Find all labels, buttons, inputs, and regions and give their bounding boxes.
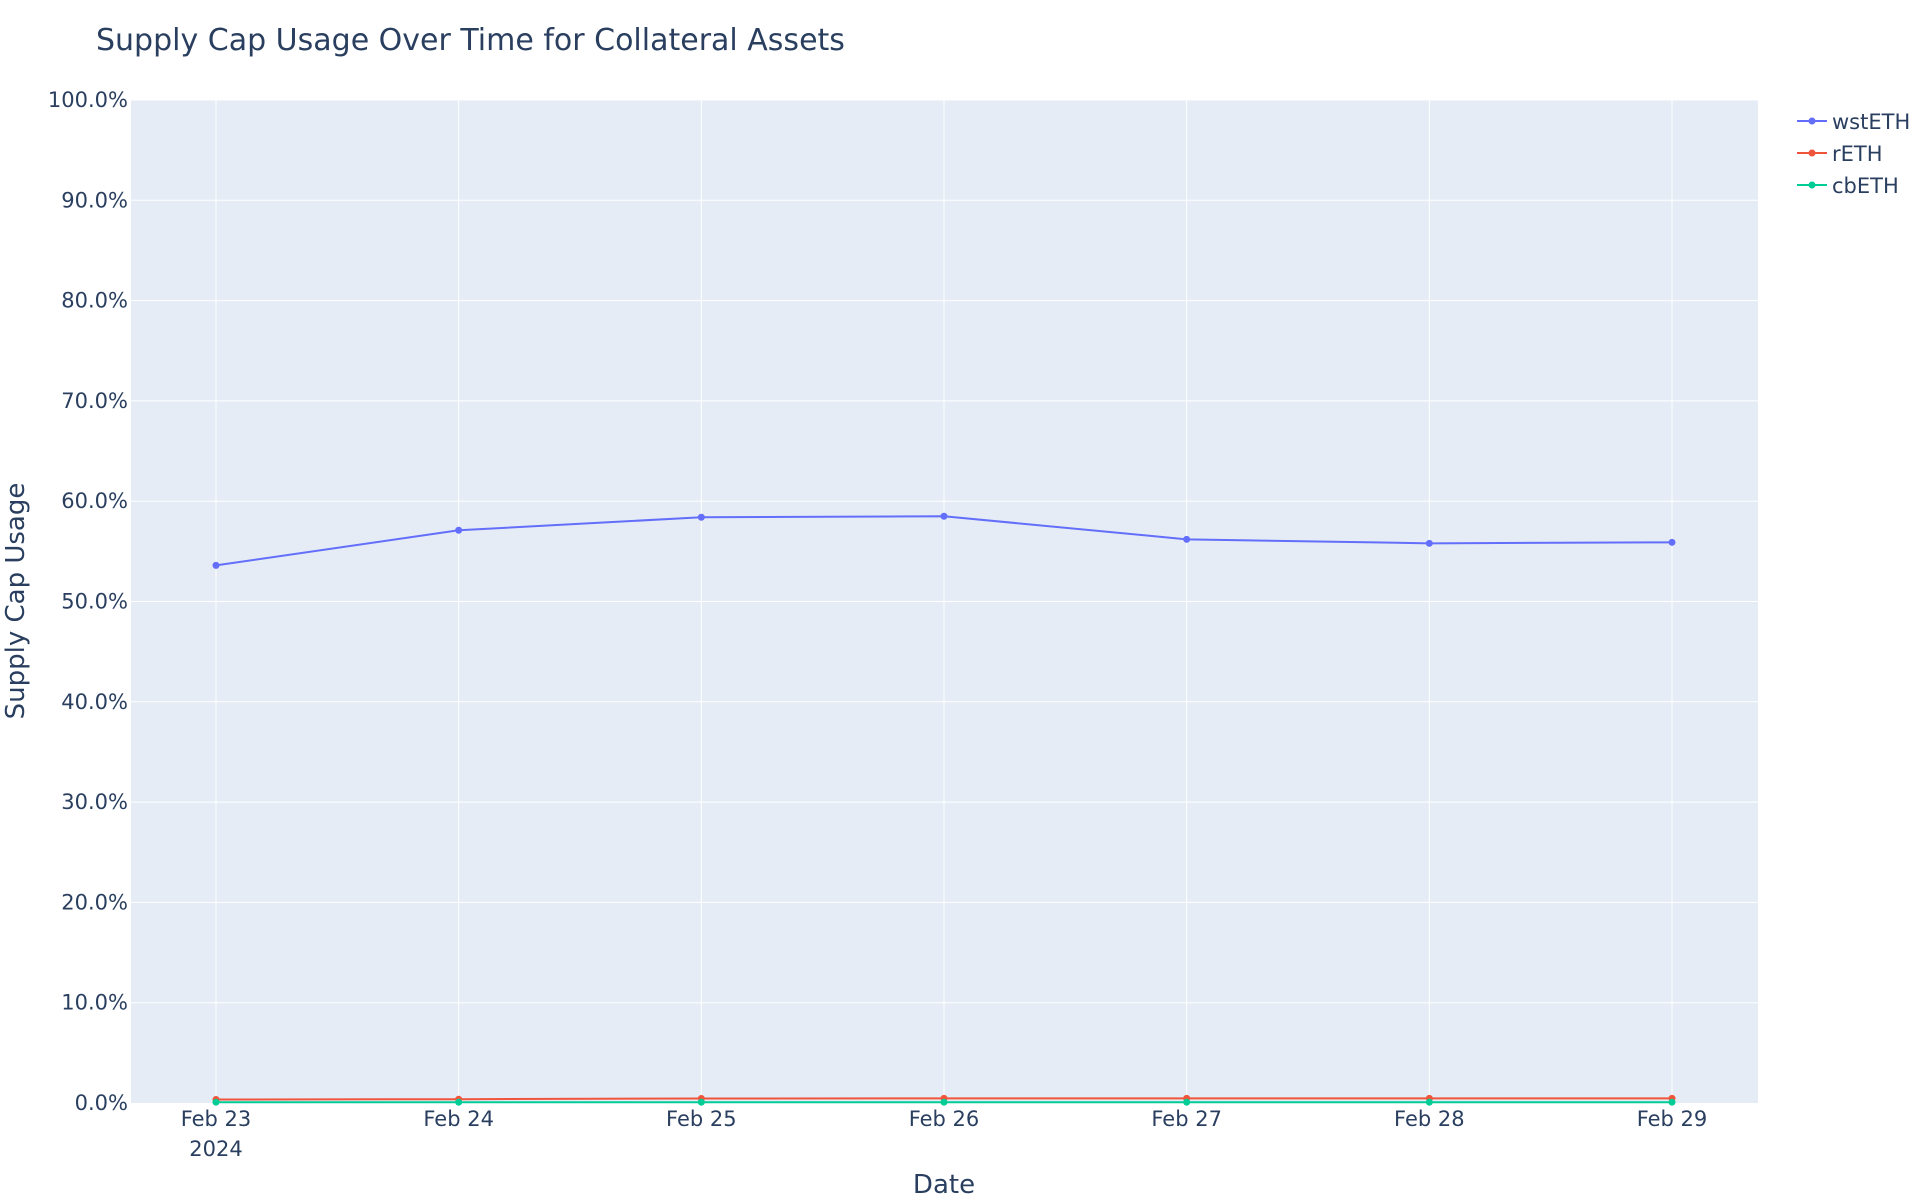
y-tick-label: 60.0% — [61, 489, 128, 513]
data-point — [697, 513, 705, 521]
data-point — [212, 1098, 220, 1106]
data-point — [1425, 539, 1433, 547]
y-tick-label: 20.0% — [61, 890, 128, 914]
x-year-label: 2024 — [189, 1137, 242, 1161]
x-axis-ticks: Feb 23 Feb 24 Feb 25 Feb 26 Feb 27 Feb 28 Feb … — [181, 1107, 1708, 1131]
legend-marker — [1808, 149, 1816, 157]
y-tick-label: 0.0% — [75, 1091, 128, 1115]
legend-item-rETH[interactable]: rETH — [1797, 142, 1883, 166]
y-tick-label: 90.0% — [61, 188, 128, 212]
x-tick-label: Feb 29 — [1637, 1107, 1708, 1131]
x-tick-label: Feb 23 — [181, 1107, 252, 1131]
y-tick-label: 30.0% — [61, 790, 128, 814]
data-point — [940, 1098, 948, 1106]
y-tick-label: 50.0% — [61, 590, 128, 614]
y-tick-label: 10.0% — [61, 991, 128, 1015]
data-point — [1183, 535, 1191, 543]
series-cbETH — [212, 1098, 1676, 1106]
legend-label: cbETH — [1832, 174, 1899, 198]
data-point — [940, 512, 948, 520]
legend-item-cbETH[interactable]: cbETH — [1797, 174, 1899, 198]
grid-lines — [131, 99, 1758, 1103]
chart-title: Supply Cap Usage Over Time for Collatera… — [96, 23, 845, 58]
series-lines — [212, 512, 1676, 1106]
y-axis-ticks: 0.0% 10.0% 20.0% 30.0% 40.0% 50.0% 60.0% 70.0% 8… — [48, 88, 128, 1115]
series-wstETH — [212, 512, 1676, 569]
legend-marker — [1808, 181, 1816, 189]
legend-marker — [1808, 117, 1816, 125]
data-point — [455, 526, 463, 534]
y-tick-label: 80.0% — [61, 289, 128, 313]
data-point — [1668, 538, 1676, 546]
x-tick-label: Feb 26 — [909, 1107, 980, 1131]
legend: wstETH rETH cbETH — [1797, 110, 1910, 198]
x-tick-label: Feb 27 — [1151, 1107, 1222, 1131]
data-point — [697, 1098, 705, 1106]
data-point — [212, 561, 220, 569]
y-tick-label: 40.0% — [61, 690, 128, 714]
y-axis-title: Supply Cap Usage — [1, 483, 31, 720]
x-tick-label: Feb 25 — [666, 1107, 737, 1131]
legend-item-wstETH[interactable]: wstETH — [1797, 110, 1910, 134]
x-tick-label: Feb 28 — [1394, 1107, 1465, 1131]
y-tick-label: 100.0% — [48, 88, 128, 112]
data-point — [1183, 1098, 1191, 1106]
data-point — [1425, 1098, 1433, 1106]
legend-label: wstETH — [1832, 110, 1910, 134]
x-axis-title: Date — [913, 1170, 975, 1200]
x-tick-label: Feb 24 — [423, 1107, 494, 1131]
legend-label: rETH — [1832, 142, 1883, 166]
y-tick-label: 70.0% — [61, 389, 128, 413]
data-point — [455, 1098, 463, 1106]
data-point — [1668, 1098, 1676, 1106]
